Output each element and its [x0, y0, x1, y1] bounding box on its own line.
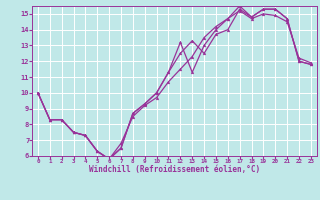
X-axis label: Windchill (Refroidissement éolien,°C): Windchill (Refroidissement éolien,°C) [89, 165, 260, 174]
